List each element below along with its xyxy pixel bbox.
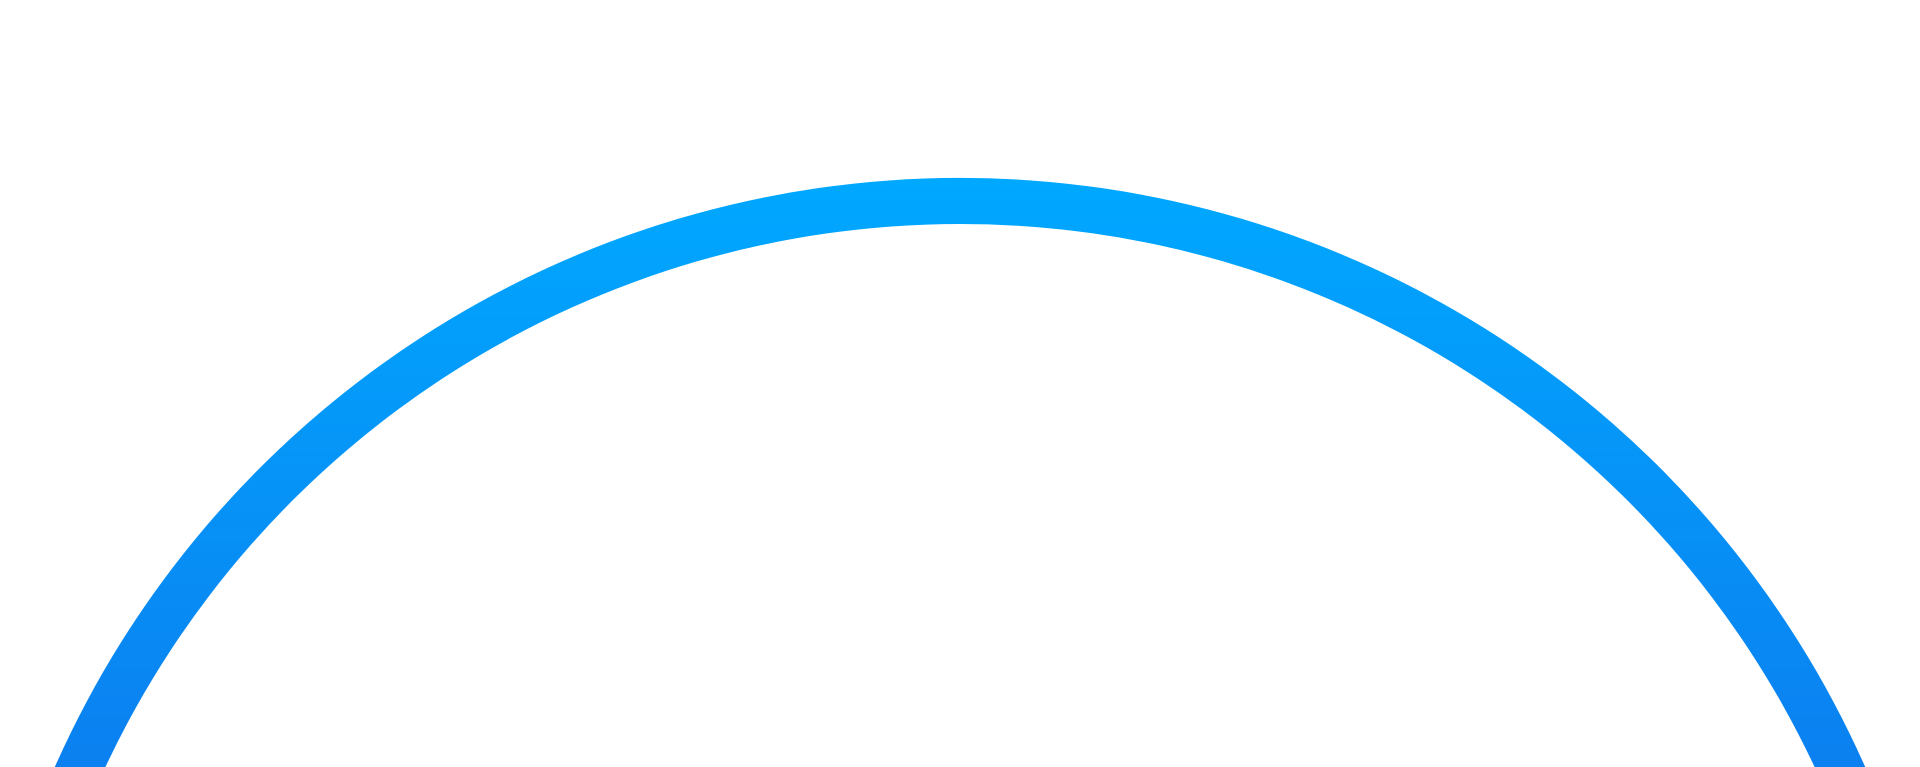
blue-ring-arc bbox=[54, 177, 1866, 767]
